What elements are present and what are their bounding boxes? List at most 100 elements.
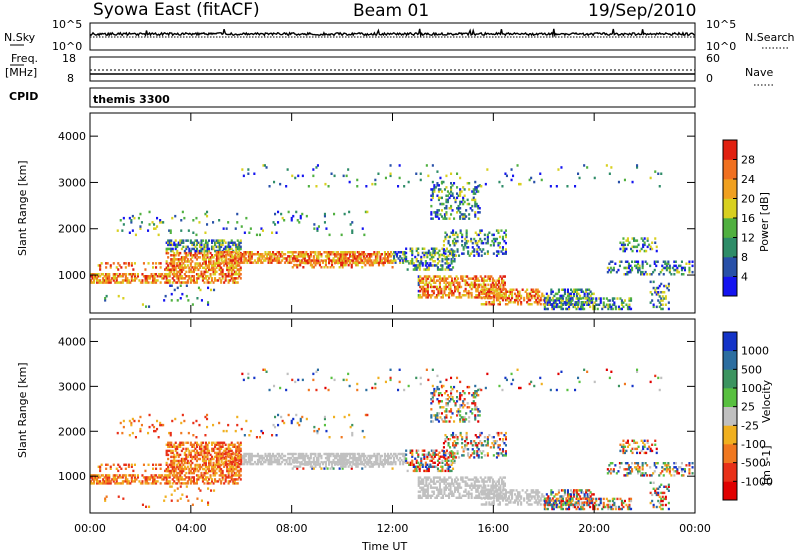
scatter-cell xyxy=(139,225,142,228)
scatter-cell xyxy=(501,246,504,249)
scatter-cell xyxy=(191,303,194,306)
scatter-cell xyxy=(223,239,226,242)
scatter-cell xyxy=(209,275,212,278)
scatter-cell xyxy=(303,454,306,458)
scatter-cell xyxy=(470,496,473,499)
scatter-cell xyxy=(290,251,293,254)
scatter-cell xyxy=(236,247,239,251)
scatter-cell xyxy=(590,301,593,304)
scatter-cell xyxy=(206,245,209,249)
scatter-cell xyxy=(472,285,475,289)
scatter-cell xyxy=(203,245,206,249)
scatter-cell xyxy=(224,277,227,280)
scatter-cell xyxy=(212,461,215,465)
scatter-cell xyxy=(566,303,569,306)
scatter-cell xyxy=(179,463,182,467)
scatter-cell xyxy=(445,217,448,220)
scatter-cell xyxy=(452,494,455,497)
scatter-cell xyxy=(108,281,111,284)
scatter-cell xyxy=(185,441,188,444)
scatter-cell xyxy=(613,303,616,306)
scatter-cell xyxy=(132,279,135,282)
scatter-cell xyxy=(473,296,476,299)
scatter-cell xyxy=(297,253,300,256)
scatter-cell xyxy=(180,459,183,463)
scatter-cell xyxy=(564,301,567,304)
scatter-cell xyxy=(130,264,133,267)
scatter-cell xyxy=(461,233,464,237)
scatter-cell xyxy=(376,452,379,456)
scatter-cell xyxy=(490,275,493,278)
scatter-cell xyxy=(195,451,198,455)
scatter-cell xyxy=(226,251,229,254)
scatter-cell xyxy=(480,250,483,253)
scatter-cell xyxy=(186,258,189,261)
scatter-cell xyxy=(276,257,279,260)
scatter-cell xyxy=(197,275,200,278)
scatter-cell xyxy=(209,256,212,259)
scatter-cell xyxy=(459,200,462,204)
scatter-cell xyxy=(203,451,206,455)
scatter-cell xyxy=(128,231,131,234)
scatter-cell xyxy=(454,488,457,491)
scatter-cell xyxy=(180,270,183,274)
scatter-cell xyxy=(311,465,314,468)
scatter-cell xyxy=(299,454,302,458)
scatter-cell xyxy=(580,288,583,291)
scatter-cell xyxy=(216,460,219,464)
scatter-cell xyxy=(180,478,183,481)
scatter-cell xyxy=(394,460,397,464)
scatter-cell xyxy=(420,260,423,263)
scatter-cell xyxy=(441,478,444,481)
scatter-cell xyxy=(451,209,454,212)
scatter-cell xyxy=(490,289,493,293)
scatter-cell xyxy=(415,257,418,261)
scatter-cell xyxy=(195,249,198,253)
scatter-cell xyxy=(307,185,310,188)
scatter-cell xyxy=(201,239,204,242)
scatter-cell xyxy=(453,244,456,247)
scatter-cell xyxy=(186,260,189,263)
scatter-cell xyxy=(153,227,156,230)
scatter-cell xyxy=(93,281,96,284)
scatter-cell xyxy=(328,460,331,464)
scatter-cell xyxy=(126,279,129,282)
scatter-cell xyxy=(346,458,349,462)
scatter-cell xyxy=(445,463,448,466)
scatter-cell xyxy=(429,283,432,287)
scatter-cell xyxy=(180,457,183,461)
scatter-cell xyxy=(438,260,441,263)
scatter-cell xyxy=(417,264,420,267)
scatter-cell xyxy=(400,251,403,254)
scatter-cell xyxy=(438,476,441,479)
scatter-cell xyxy=(518,182,521,186)
scatter-cell xyxy=(138,279,141,282)
scatter-cell xyxy=(220,253,223,256)
scatter-cell xyxy=(239,241,242,244)
scatter-cell xyxy=(195,482,198,485)
scatter-cell xyxy=(182,258,185,261)
scatter-cell xyxy=(216,255,219,258)
scatter-cell xyxy=(192,445,195,448)
scatter-cell xyxy=(269,454,272,458)
scatter-cell xyxy=(481,279,484,282)
scatter-cell xyxy=(349,259,352,263)
scatter-cell xyxy=(218,478,221,481)
scatter-cell xyxy=(256,261,259,264)
scatter-cell xyxy=(180,277,183,280)
scatter-cell xyxy=(425,164,428,167)
scatter-cell xyxy=(475,287,478,291)
scatter-cell xyxy=(167,264,170,267)
scatter-cell xyxy=(566,185,569,188)
scatter-cell xyxy=(458,492,461,495)
scatter-cell xyxy=(91,476,94,479)
scatter-cell xyxy=(500,279,503,282)
scatter-cell xyxy=(290,456,293,460)
scatter-cell xyxy=(320,460,323,464)
scatter-cell xyxy=(420,277,423,280)
scatter-cell xyxy=(445,461,448,464)
scatter-cell xyxy=(189,469,192,473)
scatter-cell xyxy=(373,463,376,466)
scatter-cell xyxy=(457,490,460,493)
scatter-cell xyxy=(168,463,171,466)
